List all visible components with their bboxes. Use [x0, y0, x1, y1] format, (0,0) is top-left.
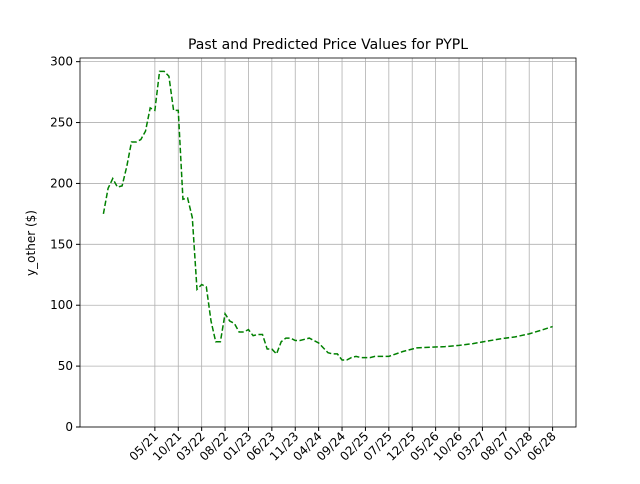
y-tick-label: 50: [58, 359, 73, 373]
y-tick-label: 150: [50, 237, 73, 251]
axes-frame: [79, 57, 577, 428]
y-tick-label: 0: [65, 420, 73, 434]
y-tick-label: 250: [50, 116, 73, 130]
chart-title: Past and Predicted Price Values for PYPL: [188, 37, 468, 53]
y-tick-label: 300: [50, 55, 73, 69]
data-line: [102, 70, 553, 361]
y-axis-label: y_other ($): [24, 210, 38, 276]
y-tick-label: 100: [50, 298, 73, 312]
y-tick-label: 200: [50, 176, 73, 190]
